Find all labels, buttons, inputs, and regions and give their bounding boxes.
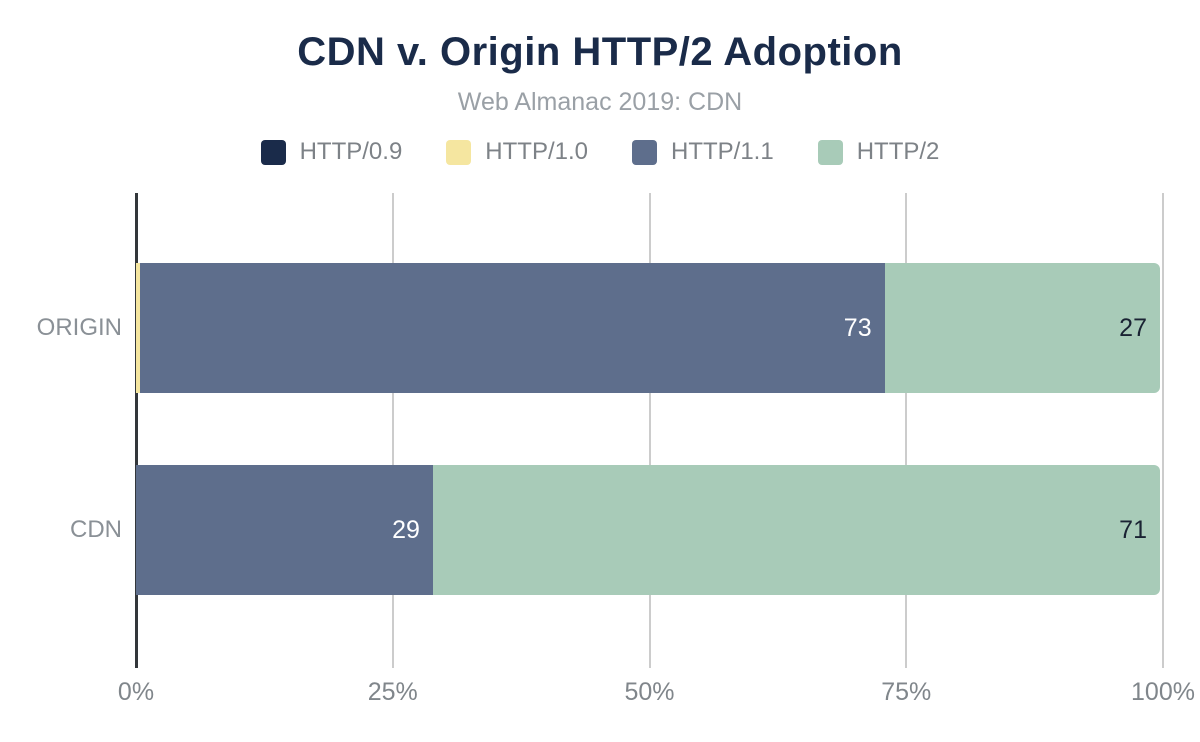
legend-swatch [817, 139, 843, 165]
bar-row: 29 71 [136, 465, 1160, 595]
category-label: CDN [70, 516, 122, 543]
bar-segment[interactable] [136, 263, 141, 393]
bar-segment[interactable]: 71 [432, 465, 1160, 595]
legend-item[interactable]: HTTP/0.9 [260, 138, 403, 166]
bar-value-label: 73 [843, 313, 872, 342]
legend: HTTP/0.9 HTTP/1.0 HTTP/1.1 HTTP/2 [0, 138, 1200, 166]
category-label: ORIGIN [36, 314, 122, 341]
x-axis-tick-label: 100% [1131, 678, 1195, 706]
x-axis-tick-label: 0% [117, 678, 155, 706]
legend-swatch [632, 139, 657, 165]
gridline [391, 193, 394, 668]
legend-label: HTTP/0.9 [299, 138, 403, 165]
bar-segment[interactable]: 73 [140, 263, 885, 393]
legend-item[interactable]: HTTP/1.1 [632, 138, 774, 166]
x-axis-tick-label: 75% [881, 678, 932, 706]
bar-value-label: 71 [1119, 515, 1147, 544]
x-axis-tick-label: 25% [367, 678, 418, 706]
legend-label: HTTP/1.0 [485, 138, 588, 165]
plot-area: 0% 25% 50% 75% 100% ORIGIN 73 27 CDN 29 71 [37, 193, 1195, 706]
legend-label: HTTP/2 [856, 138, 940, 165]
gridline [648, 193, 651, 668]
legend-item[interactable]: HTTP/2 [817, 138, 940, 166]
legend-item[interactable]: HTTP/1.0 [446, 138, 588, 166]
x-axis-tick-label: 50% [624, 678, 675, 706]
legend-label: HTTP/1.1 [671, 138, 774, 165]
chart-subtitle: Web Almanac 2019: CDN [457, 88, 743, 116]
bar-value-label: 27 [1119, 313, 1147, 342]
bar-segment[interactable]: 29 [136, 465, 433, 595]
gridline [1162, 193, 1164, 668]
chart-title: CDN v. Origin HTTP/2 Adoption [297, 30, 903, 74]
y-axis-line [135, 193, 138, 668]
legend-swatch [446, 139, 472, 165]
bar-row: 73 27 [136, 263, 1160, 393]
legend-swatch [260, 139, 286, 165]
bar-value-label: 29 [392, 515, 420, 544]
gridline [905, 193, 908, 668]
bar-segment[interactable]: 27 [884, 263, 1160, 393]
